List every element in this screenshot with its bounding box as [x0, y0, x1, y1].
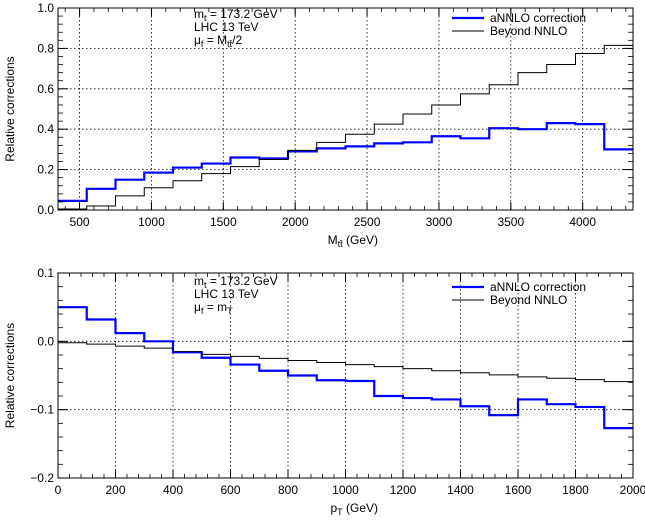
y-tick-label: −0.2 [30, 471, 54, 485]
legend-label: Beyond NNLO [490, 24, 567, 38]
y-axis-label: Relative corrections [3, 56, 17, 161]
x-tick-label: 2500 [354, 215, 381, 229]
x-tick-label: 200 [105, 483, 125, 497]
y-tick-label: 0.8 [37, 41, 54, 55]
annotation-line: mt = 173.2 GeV [194, 274, 278, 290]
chart-mtt: 500 1000 1500 2000 2500 3000 3500 4000 0.0 0.2 0.4… [3, 1, 634, 249]
series-annlo-line [58, 122, 633, 203]
x-tick-label: 1200 [390, 483, 417, 497]
annotation-line: μf = Mtt̄/2 [194, 33, 242, 49]
annotation-line: LHC 13 TeV [194, 287, 258, 301]
x-tick-label: 600 [220, 483, 240, 497]
x-tick-label: 1800 [562, 483, 589, 497]
x-tick-label: 3500 [497, 215, 524, 229]
y-tick-label: 0.4 [37, 122, 54, 136]
x-tick-label: 1600 [505, 483, 532, 497]
y-tick-label: 0.0 [37, 334, 54, 348]
y-tick-label: 0.0 [37, 203, 54, 217]
x-tick-label: 1000 [332, 483, 359, 497]
series-beyond-nnlo-line [58, 44, 633, 210]
plot-frame [57, 7, 634, 211]
legend-label: aNNLO correction [490, 280, 586, 294]
y-tick-label: 1.0 [37, 1, 54, 15]
x-tick-label: 2000 [282, 215, 309, 229]
x-tick-label: 1000 [138, 215, 165, 229]
x-tick-label: 400 [163, 483, 183, 497]
legend-label: Beyond NNLO [490, 293, 567, 307]
x-tick-label: 0 [55, 483, 62, 497]
y-tick-label: 0.1 [37, 266, 54, 280]
x-tick-label: 800 [278, 483, 298, 497]
series-beyond-nnlo-line [58, 342, 633, 383]
x-tick-label: 2000 [620, 483, 645, 497]
y-axis-label: Relative corrections [3, 323, 17, 428]
annotation-line: μf = mT [194, 300, 233, 316]
x-tick-label: 3000 [426, 215, 453, 229]
y-tick-label: 0.2 [37, 163, 54, 177]
x-axis-label: pT (GeV) [330, 501, 378, 517]
annotation-line: LHC 13 TeV [194, 20, 258, 34]
legend-label: aNNLO correction [490, 11, 586, 25]
y-tick-label: 0.6 [37, 82, 54, 96]
y-tick-label: −0.1 [30, 403, 54, 417]
x-tick-label: 500 [70, 215, 90, 229]
series-annlo-line [58, 306, 633, 430]
x-tick-label: 4000 [569, 215, 596, 229]
annotation-line: mt = 173.2 GeV [194, 7, 278, 23]
x-tick-label: 1500 [210, 215, 237, 229]
chart-pt: 0 200 400 600 800 1000 1200 1400 1600 1800 2000 −0.… [3, 266, 645, 517]
x-axis-label: Mtt̄ (GeV) [328, 233, 378, 249]
x-tick-label: 1400 [447, 483, 474, 497]
